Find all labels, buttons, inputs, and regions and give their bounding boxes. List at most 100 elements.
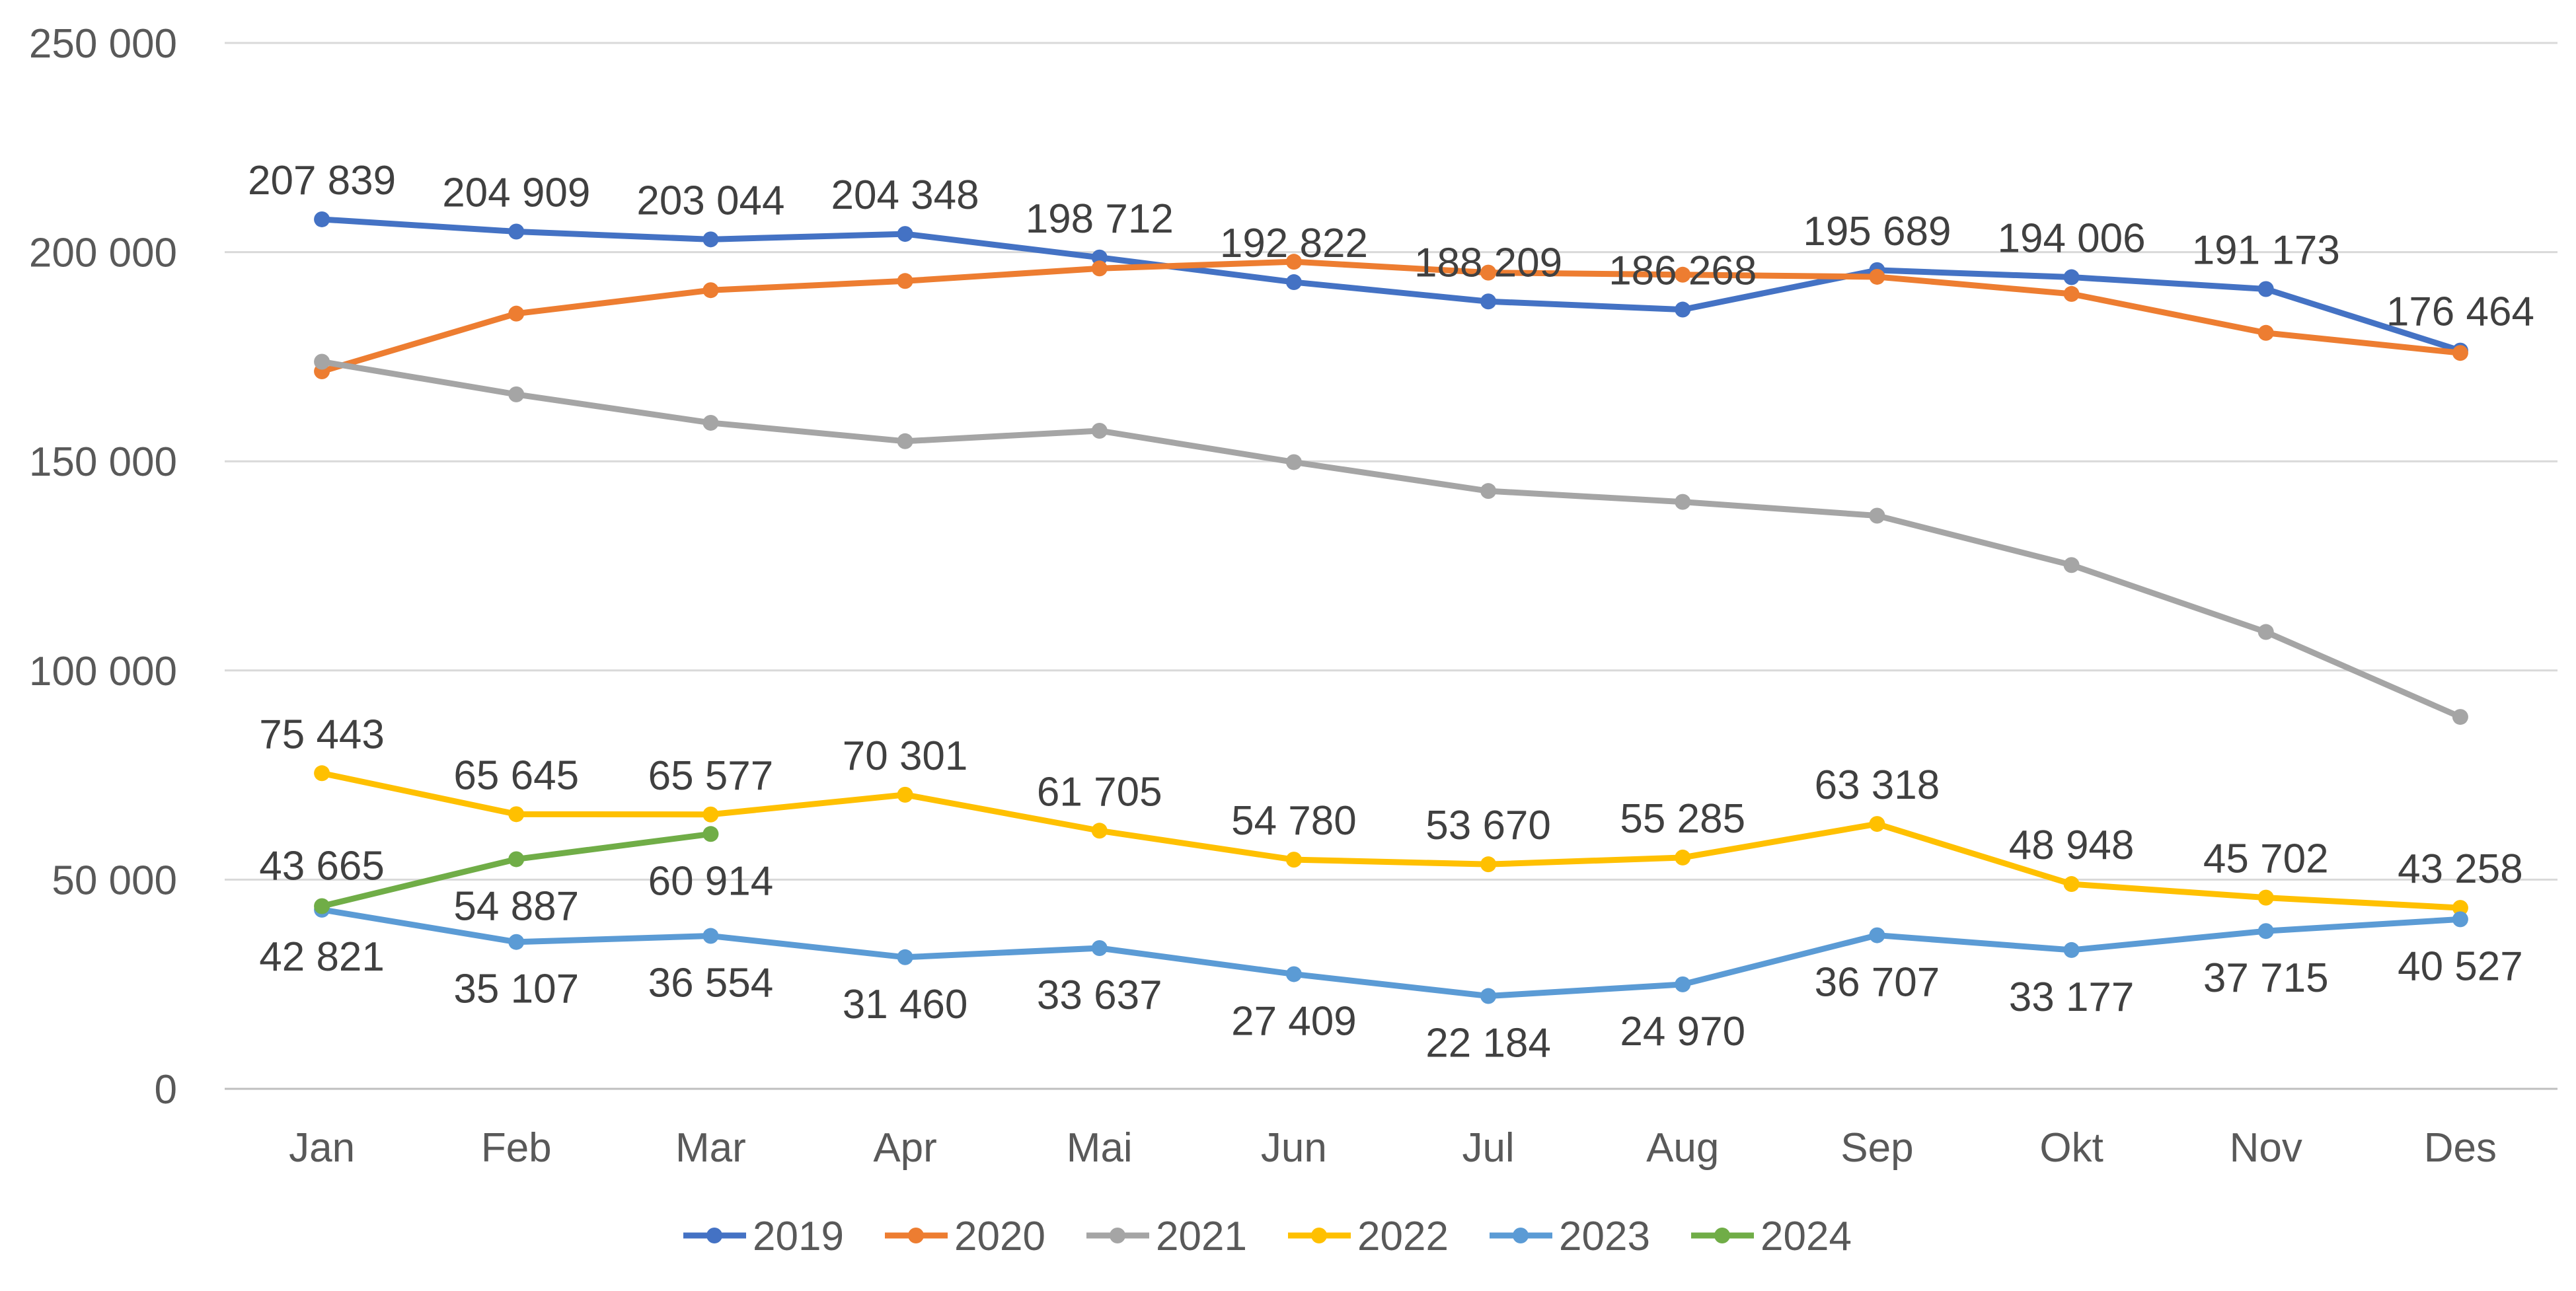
data-label: 43 258 (2398, 846, 2523, 892)
data-point (314, 765, 330, 782)
data-label: 192 822 (1220, 221, 1368, 266)
data-point (2063, 876, 2080, 893)
data-label: 207 839 (248, 158, 396, 203)
series-line-2023 (319, 906, 2464, 1000)
data-point (1480, 264, 1497, 281)
data-point (508, 305, 525, 322)
y-axis: 0 50 000 100 000 150 000 200 000 250 000 (29, 21, 177, 1113)
x-tick-label: Jan (289, 1125, 355, 1171)
data-label: 75 443 (259, 712, 385, 757)
data-label: 45 702 (2203, 836, 2329, 882)
legend-item: 2023 (1490, 1214, 1650, 1259)
data-label: 70 301 (843, 733, 968, 779)
legend-marker-icon (1513, 1228, 1529, 1243)
y-tick-label: 50 000 (52, 858, 177, 903)
data-point (702, 231, 719, 248)
legend-item: 2019 (683, 1214, 844, 1259)
data-label: 186 268 (1609, 248, 1757, 294)
data-point (1480, 293, 1497, 310)
legend-marker-icon (1110, 1228, 1125, 1243)
data-point (1869, 507, 1885, 524)
legend-item: 2020 (885, 1214, 1045, 1259)
gridlines (225, 42, 2557, 1090)
data-label: 61 705 (1037, 769, 1162, 815)
series-lines (314, 211, 2468, 1004)
data-point (702, 282, 719, 299)
data-point (1675, 266, 1691, 283)
data-label: 24 970 (1620, 1009, 1745, 1054)
data-point (1869, 816, 1885, 832)
data-label: 203 044 (636, 178, 784, 223)
x-tick-label: Mar (675, 1125, 746, 1171)
legend-item: 2024 (1691, 1214, 1852, 1259)
data-label: 191 173 (2192, 227, 2340, 273)
data-label: 27 409 (1231, 998, 1357, 1044)
data-point (1285, 966, 1302, 982)
data-point (897, 226, 913, 242)
data-label: 33 177 (2009, 975, 2135, 1020)
data-point (1091, 422, 1108, 439)
x-tick-label: Jun (1261, 1125, 1327, 1171)
data-point (508, 851, 525, 867)
data-point (1285, 254, 1302, 270)
data-point (508, 386, 525, 402)
data-point (2257, 281, 2274, 297)
y-tick-label: 150 000 (29, 439, 177, 485)
data-label: 53 670 (1425, 803, 1551, 848)
data-point (508, 934, 525, 950)
data-label: 35 107 (453, 967, 579, 1012)
data-point (1091, 249, 1108, 266)
data-point (702, 806, 719, 823)
data-point (314, 211, 330, 227)
legend-marker-icon (908, 1228, 924, 1243)
data-point (2063, 941, 2080, 958)
data-label: 188 209 (1414, 240, 1562, 285)
data-point (1285, 454, 1302, 470)
data-label: 42 821 (259, 934, 385, 980)
data-point (1869, 927, 1885, 943)
data-point (2063, 269, 2080, 285)
data-point (1091, 940, 1108, 957)
data-point (2257, 889, 2274, 906)
data-point (1480, 483, 1497, 499)
data-label: 54 887 (453, 883, 579, 929)
y-tick-label: 100 000 (29, 649, 177, 694)
legend-label: 2024 (1761, 1214, 1852, 1259)
x-tick-label: Des (2424, 1125, 2497, 1171)
data-label: 36 707 (1815, 960, 1940, 1006)
data-label: 36 554 (648, 961, 774, 1006)
data-label: 43 665 (259, 844, 385, 889)
data-point (314, 353, 330, 370)
data-label: 204 909 (442, 170, 590, 216)
legend-label: 2022 (1357, 1214, 1449, 1259)
data-point (1675, 849, 1691, 866)
data-label: 63 318 (1815, 762, 1940, 808)
x-tick-label: Feb (481, 1125, 552, 1171)
data-point (1091, 260, 1108, 277)
legend-label: 2021 (1156, 1214, 1247, 1259)
data-point (2452, 345, 2468, 361)
data-point (508, 223, 525, 240)
legend-item: 2022 (1288, 1214, 1449, 1259)
data-point (2257, 624, 2274, 640)
data-point (702, 826, 719, 842)
data-point (897, 273, 913, 289)
y-tick-label: 0 (155, 1067, 177, 1113)
data-label: 195 689 (1803, 209, 1951, 254)
data-point (897, 433, 913, 449)
data-point (1675, 301, 1691, 318)
x-tick-label: Okt (2039, 1125, 2103, 1171)
data-point (1675, 494, 1691, 510)
data-point (1480, 856, 1497, 873)
data-label: 65 645 (453, 753, 579, 798)
data-label: 33 637 (1037, 973, 1162, 1018)
data-label: 65 577 (648, 753, 774, 799)
data-point (702, 928, 719, 944)
data-point (508, 806, 525, 823)
y-tick-label: 200 000 (29, 231, 177, 276)
x-tick-label: Apr (873, 1125, 936, 1171)
data-label: 48 948 (2009, 823, 2135, 868)
data-label: 176 464 (2386, 289, 2534, 335)
